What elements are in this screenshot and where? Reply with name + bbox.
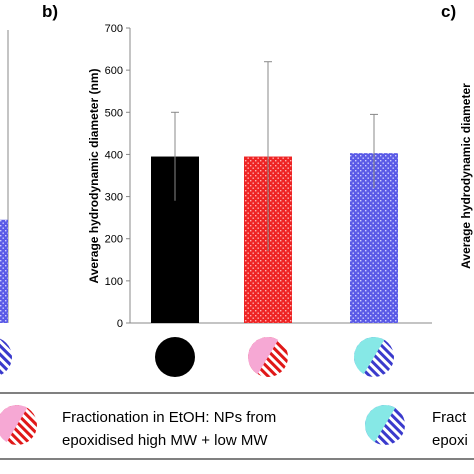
left-panel-symbol (0, 337, 12, 377)
y-tick-label: 300 (105, 192, 123, 204)
y-tick-label: 0 (117, 318, 123, 330)
left-panel-fragment (0, 30, 12, 377)
legend-symbol-cyan-blue (365, 405, 405, 445)
error-bar-2 (264, 61, 272, 252)
symbol-black-circle (155, 337, 195, 377)
legend-item-2: Fract epoxi (365, 405, 468, 449)
legend-symbol-pink-red (0, 405, 37, 445)
y-axis-ticks: 0 100 200 300 400 500 600 700 (105, 23, 130, 330)
left-partial-bar (0, 219, 8, 323)
right-panel-axis-title: Average hydrodynamic diameter (459, 83, 473, 269)
y-tick-label: 700 (105, 23, 123, 35)
category-symbols (155, 337, 394, 377)
legend-item-2-line2: epoxi (432, 432, 468, 449)
legend-item-2-line1: Fract (432, 409, 467, 426)
y-tick-label: 500 (105, 107, 123, 119)
legend-item-1-line2: epoxidised high MW + low MW (62, 432, 268, 449)
symbol-cyan-blue-hatched (354, 337, 394, 377)
panel-label-b: b) (42, 2, 58, 21)
legend: Fractionation in EtOH: NPs from epoxidis… (0, 392, 474, 460)
y-tick-label: 100 (105, 276, 123, 288)
bars (151, 61, 398, 323)
legend-item-1-line1: Fractionation in EtOH: NPs from (62, 409, 276, 426)
y-tick-label: 400 (105, 149, 123, 161)
error-bar-3 (370, 113, 378, 189)
error-bar-1 (171, 111, 179, 201)
legend-item-1: Fractionation in EtOH: NPs from epoxidis… (0, 405, 276, 449)
y-tick-label: 200 (105, 234, 123, 246)
symbol-pink-red-hatched (248, 337, 288, 377)
panel-label-c: c) (441, 2, 456, 21)
y-axis-title: Average hydrodynamic diameter (nm) (87, 69, 101, 284)
y-tick-label: 600 (105, 65, 123, 77)
